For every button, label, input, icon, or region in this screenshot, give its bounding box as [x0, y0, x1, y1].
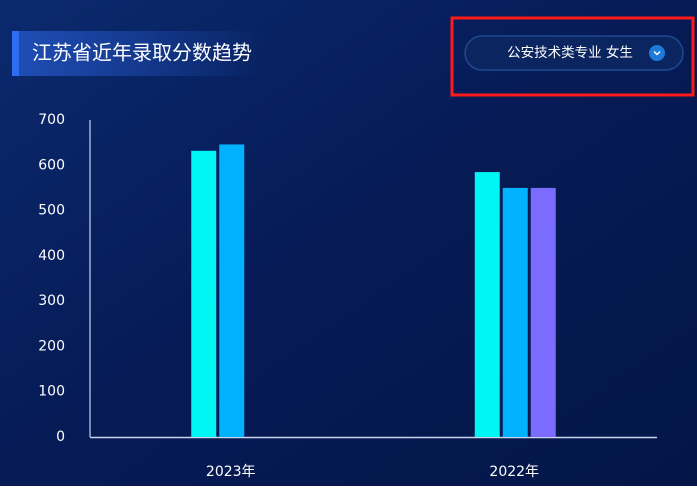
bar	[530, 187, 556, 437]
dropdown-label[interactable]: 公安技术类专业 女生	[507, 44, 633, 61]
x-tick-label: 2022年	[489, 464, 539, 480]
title-band	[12, 31, 262, 76]
y-tick-label: 400	[38, 248, 65, 264]
title-accent	[12, 31, 19, 76]
y-tick-label: 300	[38, 293, 65, 309]
dropdown-chevron[interactable]	[653, 51, 661, 56]
title: 江苏省近年录取分数趋势	[32, 41, 252, 65]
y-tick-label: 600	[38, 157, 65, 173]
bar	[219, 144, 245, 437]
dropdown[interactable]: 公安技术类专业 女生	[464, 35, 684, 71]
y-tick-label: 200	[38, 338, 65, 354]
bar	[474, 172, 500, 438]
dropdown-icon[interactable]	[649, 45, 665, 61]
x-tick-label: 2023年	[206, 464, 256, 480]
y-tick-label: 700	[38, 112, 65, 128]
highlight-box	[450, 16, 695, 97]
bar	[502, 187, 528, 437]
dropdown-box[interactable]	[464, 35, 684, 71]
y-tick-label: 100	[38, 384, 65, 400]
y-tick-label: 0	[56, 429, 65, 445]
y-tick-label: 500	[38, 203, 65, 219]
bar	[191, 150, 217, 437]
